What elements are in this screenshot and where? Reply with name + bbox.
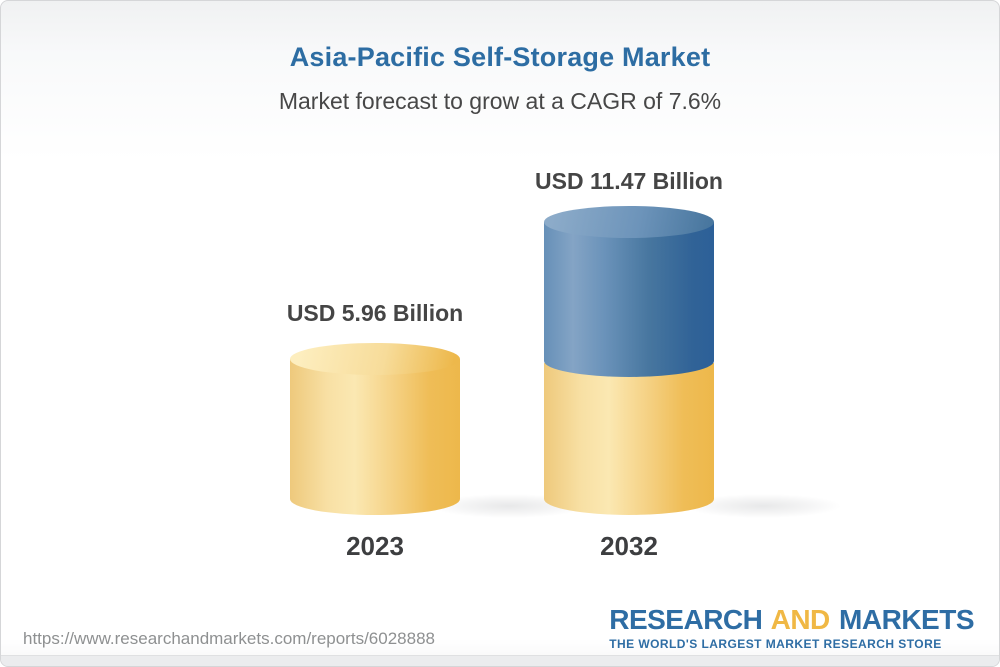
category-label-2032: 2032 [600, 531, 658, 561]
logo-wordmark: RESEARCH AND MARKETS [609, 606, 974, 634]
category-label-2023: 2023 [346, 531, 404, 561]
value-label-2032: USD 11.47 Billion [535, 168, 723, 194]
bar-2032-base-segment [544, 363, 714, 515]
report-url: https://www.researchandmarkets.com/repor… [23, 629, 435, 648]
bottom-strip [1, 655, 999, 666]
research-and-markets-logo: RESEARCH AND MARKETS THE WORLD'S LARGEST… [609, 606, 974, 651]
bar-2032-shadow [685, 494, 841, 518]
page-subtitle: Market forecast to grow at a CAGR of 7.6… [278, 88, 722, 114]
logo-word-research: RESEARCH [609, 604, 763, 635]
logo-word-and: AND [764, 604, 838, 635]
bar-2032-top [544, 206, 714, 238]
value-label-2023: USD 5.96 Billion [286, 300, 464, 326]
logo-word-markets: MARKETS [839, 604, 974, 635]
bar-2032-growth-segment [544, 222, 714, 377]
logo-tagline: THE WORLD'S LARGEST MARKET RESEARCH STOR… [609, 637, 942, 651]
page-title: Asia-Pacific Self-Storage Market [289, 42, 711, 72]
bar-2023-top [290, 343, 460, 375]
bar-2023-body [290, 359, 460, 515]
bar-2023 [290, 343, 587, 518]
bar-2032 [544, 206, 841, 518]
